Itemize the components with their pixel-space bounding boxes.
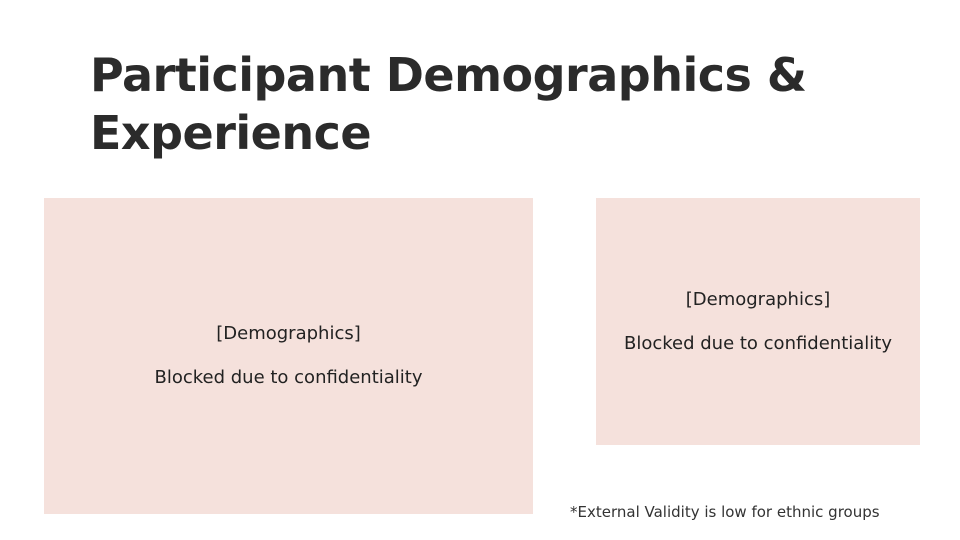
panel-body: Blocked due to confidentiality	[623, 332, 893, 354]
footnote: *External Validity is low for ethnic gro…	[570, 503, 880, 521]
demographics-panel-left: [Demographics] Blocked due to confidenti…	[44, 198, 533, 514]
panel-body: Blocked due to confidentiality	[154, 367, 423, 388]
slide-title: Participant Demographics & Experience	[90, 46, 890, 162]
demographics-panel-right: [Demographics] Blocked due to confidenti…	[596, 198, 920, 445]
slide-title-line-2: Experience	[90, 106, 372, 160]
slide-title-line-1: Participant Demographics &	[90, 48, 807, 102]
panel-heading: [Demographics]	[216, 323, 361, 344]
panel-heading: [Demographics]	[685, 288, 831, 310]
